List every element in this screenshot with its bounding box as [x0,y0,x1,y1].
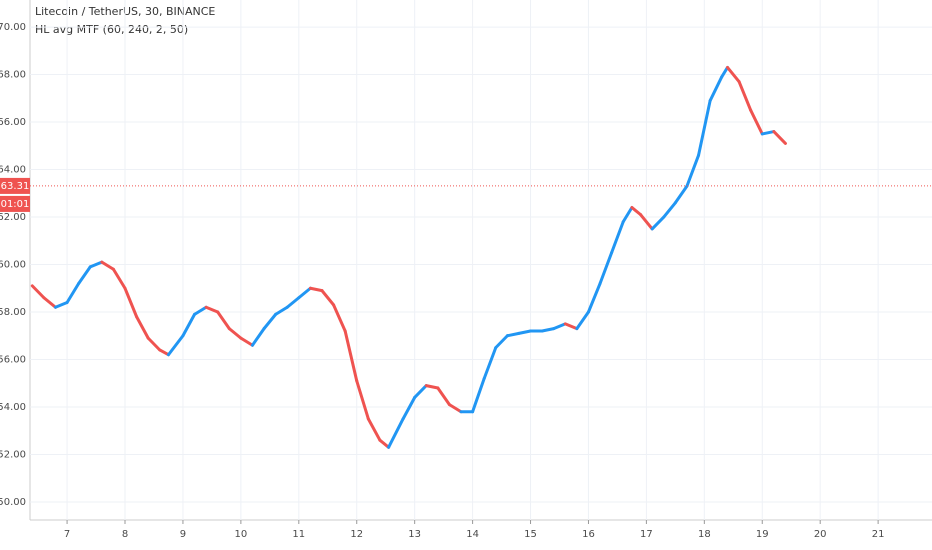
x-tick-label: 12 [350,529,363,540]
avg-line-segment [517,329,533,335]
y-tick-label: 58.00 [0,307,26,318]
avg-line-segment [355,379,370,421]
avg-line-segment [274,305,289,316]
avg-line-segment [387,417,405,449]
avg-line-segment [424,384,440,390]
x-tick-label: 18 [698,529,711,540]
avg-line-segment [436,386,451,407]
avg-line-segment [146,336,162,352]
avg-line-segment [204,305,220,314]
x-tick-label: 20 [814,529,827,540]
avg-line-segment [650,215,666,231]
avg-line-segment [760,130,776,136]
avg-line-segment [685,153,701,188]
avg-line-segment [320,289,336,307]
avg-line-segment [30,284,46,300]
y-tick-label: 56.00 [0,354,26,365]
avg-line-segment [42,296,57,309]
avg-line-segment [482,346,498,380]
y-tick-label: 70.00 [0,22,26,33]
avg-line-segment [88,260,104,269]
x-tick-label: 8 [122,529,128,540]
avg-line-segment [77,265,92,286]
avg-line-segment [216,310,231,331]
avg-line-segment [332,303,347,333]
avg-line-segment [366,417,382,442]
y-tick-label: 60.00 [0,260,26,271]
x-tick-label: 13 [408,529,421,540]
avg-line-segment [708,75,724,103]
avg-line-segment [166,334,185,357]
avg-line-segment [772,130,787,145]
avg-line-segment [630,206,643,217]
avg-line-segment [285,296,301,309]
avg-line-segment [662,201,677,219]
avg-line-segment [447,403,463,414]
x-tick-label: 14 [466,529,479,540]
avg-line-segment [65,282,81,305]
avg-line-segment [111,267,127,290]
avg-line-segment [343,329,359,383]
avg-line-segment [737,80,753,112]
avg-line-segment [505,331,521,338]
y-tick-label: 54.00 [0,402,26,413]
y-tick-label: 64.00 [0,165,26,176]
x-tick-label: 19 [756,529,769,540]
avg-line-segment [401,395,417,421]
countdown-label: 01:01 [1,199,30,210]
avg-line-segment [297,286,312,300]
avg-line-segment [250,327,266,347]
avg-line-segment [378,438,391,449]
x-tick-label: 17 [640,529,653,540]
avg-line-segment [227,327,243,340]
y-tick-label: 66.00 [0,117,26,128]
avg-line-segment [135,315,150,340]
avg-line-segment [494,334,509,350]
x-tick-label: 9 [180,529,186,540]
x-tick-label: 10 [235,529,248,540]
y-tick-label: 52.00 [0,449,26,460]
avg-line-segment [123,286,139,319]
avg-line-segment [308,286,324,293]
y-tick-label: 62.00 [0,212,26,223]
avg-line-segment [586,282,602,314]
avg-line-segment [53,301,69,309]
indicator-title: HL avg MTF (60, 240, 2, 50) [35,23,188,36]
x-tick-label: 21 [872,529,885,540]
avg-line-segment [610,220,625,255]
avg-line-segment [262,312,278,331]
avg-line-segment [552,322,567,331]
price-label-box [0,177,30,194]
y-tick-label: 68.00 [0,70,26,81]
x-tick-label: 15 [524,529,537,540]
avg-line-segment [598,251,614,286]
avg-line-segment [720,65,730,79]
avg-line-segment [697,99,712,157]
avg-line-segment [673,184,689,205]
avg-line-segment [621,206,634,224]
avg-line-segment [413,384,428,399]
avg-line-segment [158,348,170,357]
countdown-box [0,195,30,212]
y-tick-label: 50.00 [0,497,26,508]
avg-line-segment [471,376,486,414]
avg-line-segment [100,260,115,271]
x-tick-label: 16 [582,529,595,540]
x-tick-label: 11 [292,529,305,540]
avg-line-segment [749,108,764,136]
avg-line-segment [575,310,590,331]
avg-line-segment [726,65,741,84]
avg-line-segment [193,305,208,316]
x-tick-label: 7 [64,529,70,540]
price-label: 63.31 [1,181,30,192]
avg-line-segment [540,327,556,333]
avg-line-segment [181,312,197,338]
avg-line-segment [563,322,579,331]
avg-line-segment [239,336,254,347]
avg-line-segment [639,213,654,231]
